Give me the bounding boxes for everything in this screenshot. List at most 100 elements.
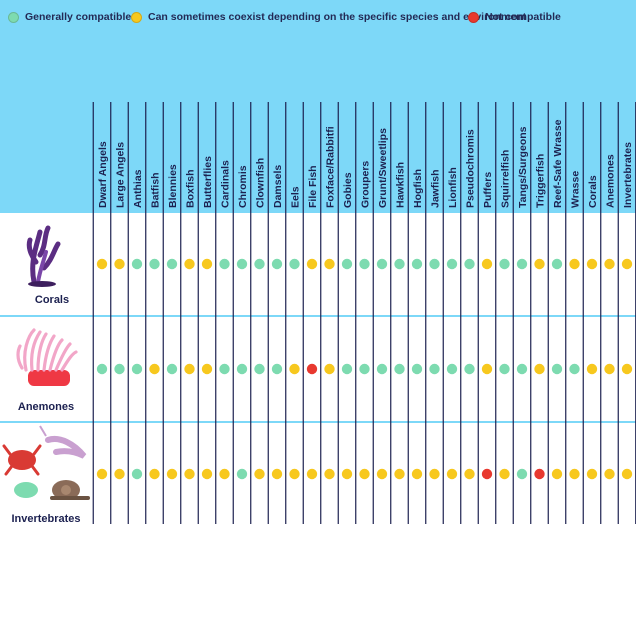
compatibility-dot-yellow bbox=[411, 468, 423, 480]
column-label: Anthias bbox=[132, 169, 144, 208]
compatibility-dot-yellow bbox=[359, 468, 370, 480]
coral-icon bbox=[26, 225, 61, 287]
compatibility-dot-yellow bbox=[184, 363, 195, 375]
compatibility-dot-yellow bbox=[604, 258, 615, 270]
column-label: Foxface/Rabbitfi bbox=[325, 126, 337, 208]
compatibility-dot-green bbox=[464, 258, 475, 270]
column-label: Corals bbox=[587, 175, 599, 208]
header-band bbox=[0, 0, 636, 213]
compatibility-dot-green bbox=[236, 363, 248, 375]
column-label: Squirrelfish bbox=[500, 150, 512, 208]
compatibility-dot-green bbox=[464, 363, 475, 375]
column-label: Cardinals bbox=[220, 160, 232, 208]
compatibility-dot-yellow bbox=[254, 468, 265, 480]
compatibility-dot-yellow bbox=[289, 363, 300, 375]
compatibility-dot-green bbox=[446, 363, 458, 375]
compatibility-dot-red bbox=[306, 363, 318, 375]
compatibility-dot-yellow bbox=[166, 468, 178, 480]
compatibility-dot-green bbox=[394, 363, 405, 375]
compatibility-dot-yellow bbox=[499, 468, 510, 480]
column-label: Clownfish bbox=[255, 158, 267, 208]
compatibility-dot-yellow bbox=[534, 363, 545, 375]
compatibility-dot-green bbox=[114, 363, 125, 375]
column-label: Butterflies bbox=[202, 156, 214, 208]
column-label: Lionfish bbox=[447, 167, 459, 208]
column-label: Damsels bbox=[272, 165, 284, 208]
compatibility-dot-green bbox=[376, 363, 388, 375]
compatibility-dot-yellow bbox=[394, 468, 405, 480]
column-label: Triggerfish bbox=[535, 154, 547, 208]
compatibility-dot-yellow bbox=[604, 363, 615, 375]
legend-label: Not compatible bbox=[485, 11, 561, 23]
compatibility-dot-yellow bbox=[201, 258, 213, 270]
compatibility-dot-green bbox=[236, 468, 248, 480]
compatibility-dot-green bbox=[131, 258, 143, 270]
compatibility-dot-yellow bbox=[569, 468, 580, 480]
compatibility-dot-green bbox=[131, 468, 143, 480]
column-label: Reef-Safe Wrasse bbox=[552, 119, 564, 208]
compatibility-dot-green bbox=[166, 258, 178, 270]
compatibility-dot-green bbox=[429, 258, 440, 270]
anemone-icon bbox=[16, 328, 78, 386]
compatibility-dot-green bbox=[341, 363, 353, 375]
compatibility-dot-yellow bbox=[114, 468, 125, 480]
compatibility-dot-yellow bbox=[341, 468, 353, 480]
compatibility-dot-yellow bbox=[306, 468, 318, 480]
compatibility-dot-green bbox=[289, 258, 300, 270]
legend-label: Generally compatible bbox=[25, 11, 132, 23]
compatibility-dot-yellow bbox=[306, 258, 318, 270]
compatibility-dot-yellow bbox=[569, 258, 580, 270]
compatibility-dot-green bbox=[551, 363, 563, 375]
compatibility-dot-yellow bbox=[201, 363, 213, 375]
compatibility-dot-yellow bbox=[201, 468, 213, 480]
compatibility-dot-green bbox=[516, 468, 528, 480]
compatibility-dot-green bbox=[376, 258, 388, 270]
compatibility-dot-yellow bbox=[96, 468, 108, 480]
compatibility-dot-yellow bbox=[96, 258, 108, 270]
column-label: Groupers bbox=[360, 161, 372, 208]
column-label: Wrasse bbox=[570, 171, 582, 208]
column-label: Eels bbox=[290, 186, 302, 208]
row-dividers bbox=[0, 315, 636, 423]
compatibility-dot-yellow bbox=[114, 258, 125, 270]
compatibility-dot-red bbox=[481, 468, 493, 480]
compatibility-dot-green bbox=[446, 258, 458, 270]
compatibility-dot-green bbox=[411, 363, 423, 375]
compatibility-dot-green bbox=[166, 363, 178, 375]
column-label: Hogfish bbox=[412, 169, 424, 208]
compatibility-dot-yellow bbox=[464, 468, 475, 480]
compatibility-dot-yellow bbox=[604, 468, 615, 480]
compatibility-dot-yellow bbox=[586, 258, 598, 270]
compatibility-dot-yellow bbox=[271, 468, 283, 480]
compatibility-dot-yellow bbox=[621, 363, 633, 375]
column-lines bbox=[92, 102, 636, 524]
compatibility-dot-green bbox=[341, 258, 353, 270]
compatibility-dot-yellow bbox=[324, 363, 335, 375]
compatibility-dot-yellow bbox=[446, 468, 458, 480]
compatibility-dot-green bbox=[254, 363, 265, 375]
compatibility-dot-green bbox=[236, 258, 248, 270]
legend-item-compatible: Generally compatible bbox=[8, 6, 131, 28]
compatibility-dot-green bbox=[271, 258, 283, 270]
compatibility-dot-green bbox=[359, 258, 370, 270]
column-label: Pseudochromis bbox=[465, 129, 477, 208]
compatibility-dot-yellow bbox=[324, 468, 335, 480]
compatibility-dot-yellow bbox=[149, 363, 160, 375]
yellow-dot-icon bbox=[131, 11, 142, 23]
compatibility-dot-green bbox=[551, 258, 563, 270]
compatibility-dot-yellow bbox=[289, 468, 300, 480]
legend-item-sometimes: Can sometimes coexist depending on the s… bbox=[131, 6, 526, 28]
column-label: Invertebrates bbox=[622, 142, 634, 208]
compatibility-dots bbox=[96, 258, 633, 480]
legend-item-not-compatible: Not compatible bbox=[468, 6, 561, 28]
compatibility-dot-green bbox=[271, 363, 283, 375]
compatibility-dot-green bbox=[219, 258, 230, 270]
row-label-invertebrates: Invertebrates bbox=[11, 513, 80, 525]
column-label: Gobies bbox=[342, 172, 354, 208]
compatibility-dot-green bbox=[394, 258, 405, 270]
column-label: Boxfish bbox=[185, 169, 197, 208]
column-labels: Dwarf Angels Large Angels Anthias Batfish Bl… bbox=[97, 119, 634, 208]
compatibility-dot-yellow bbox=[376, 468, 388, 480]
compatibility-dot-yellow bbox=[219, 468, 230, 480]
